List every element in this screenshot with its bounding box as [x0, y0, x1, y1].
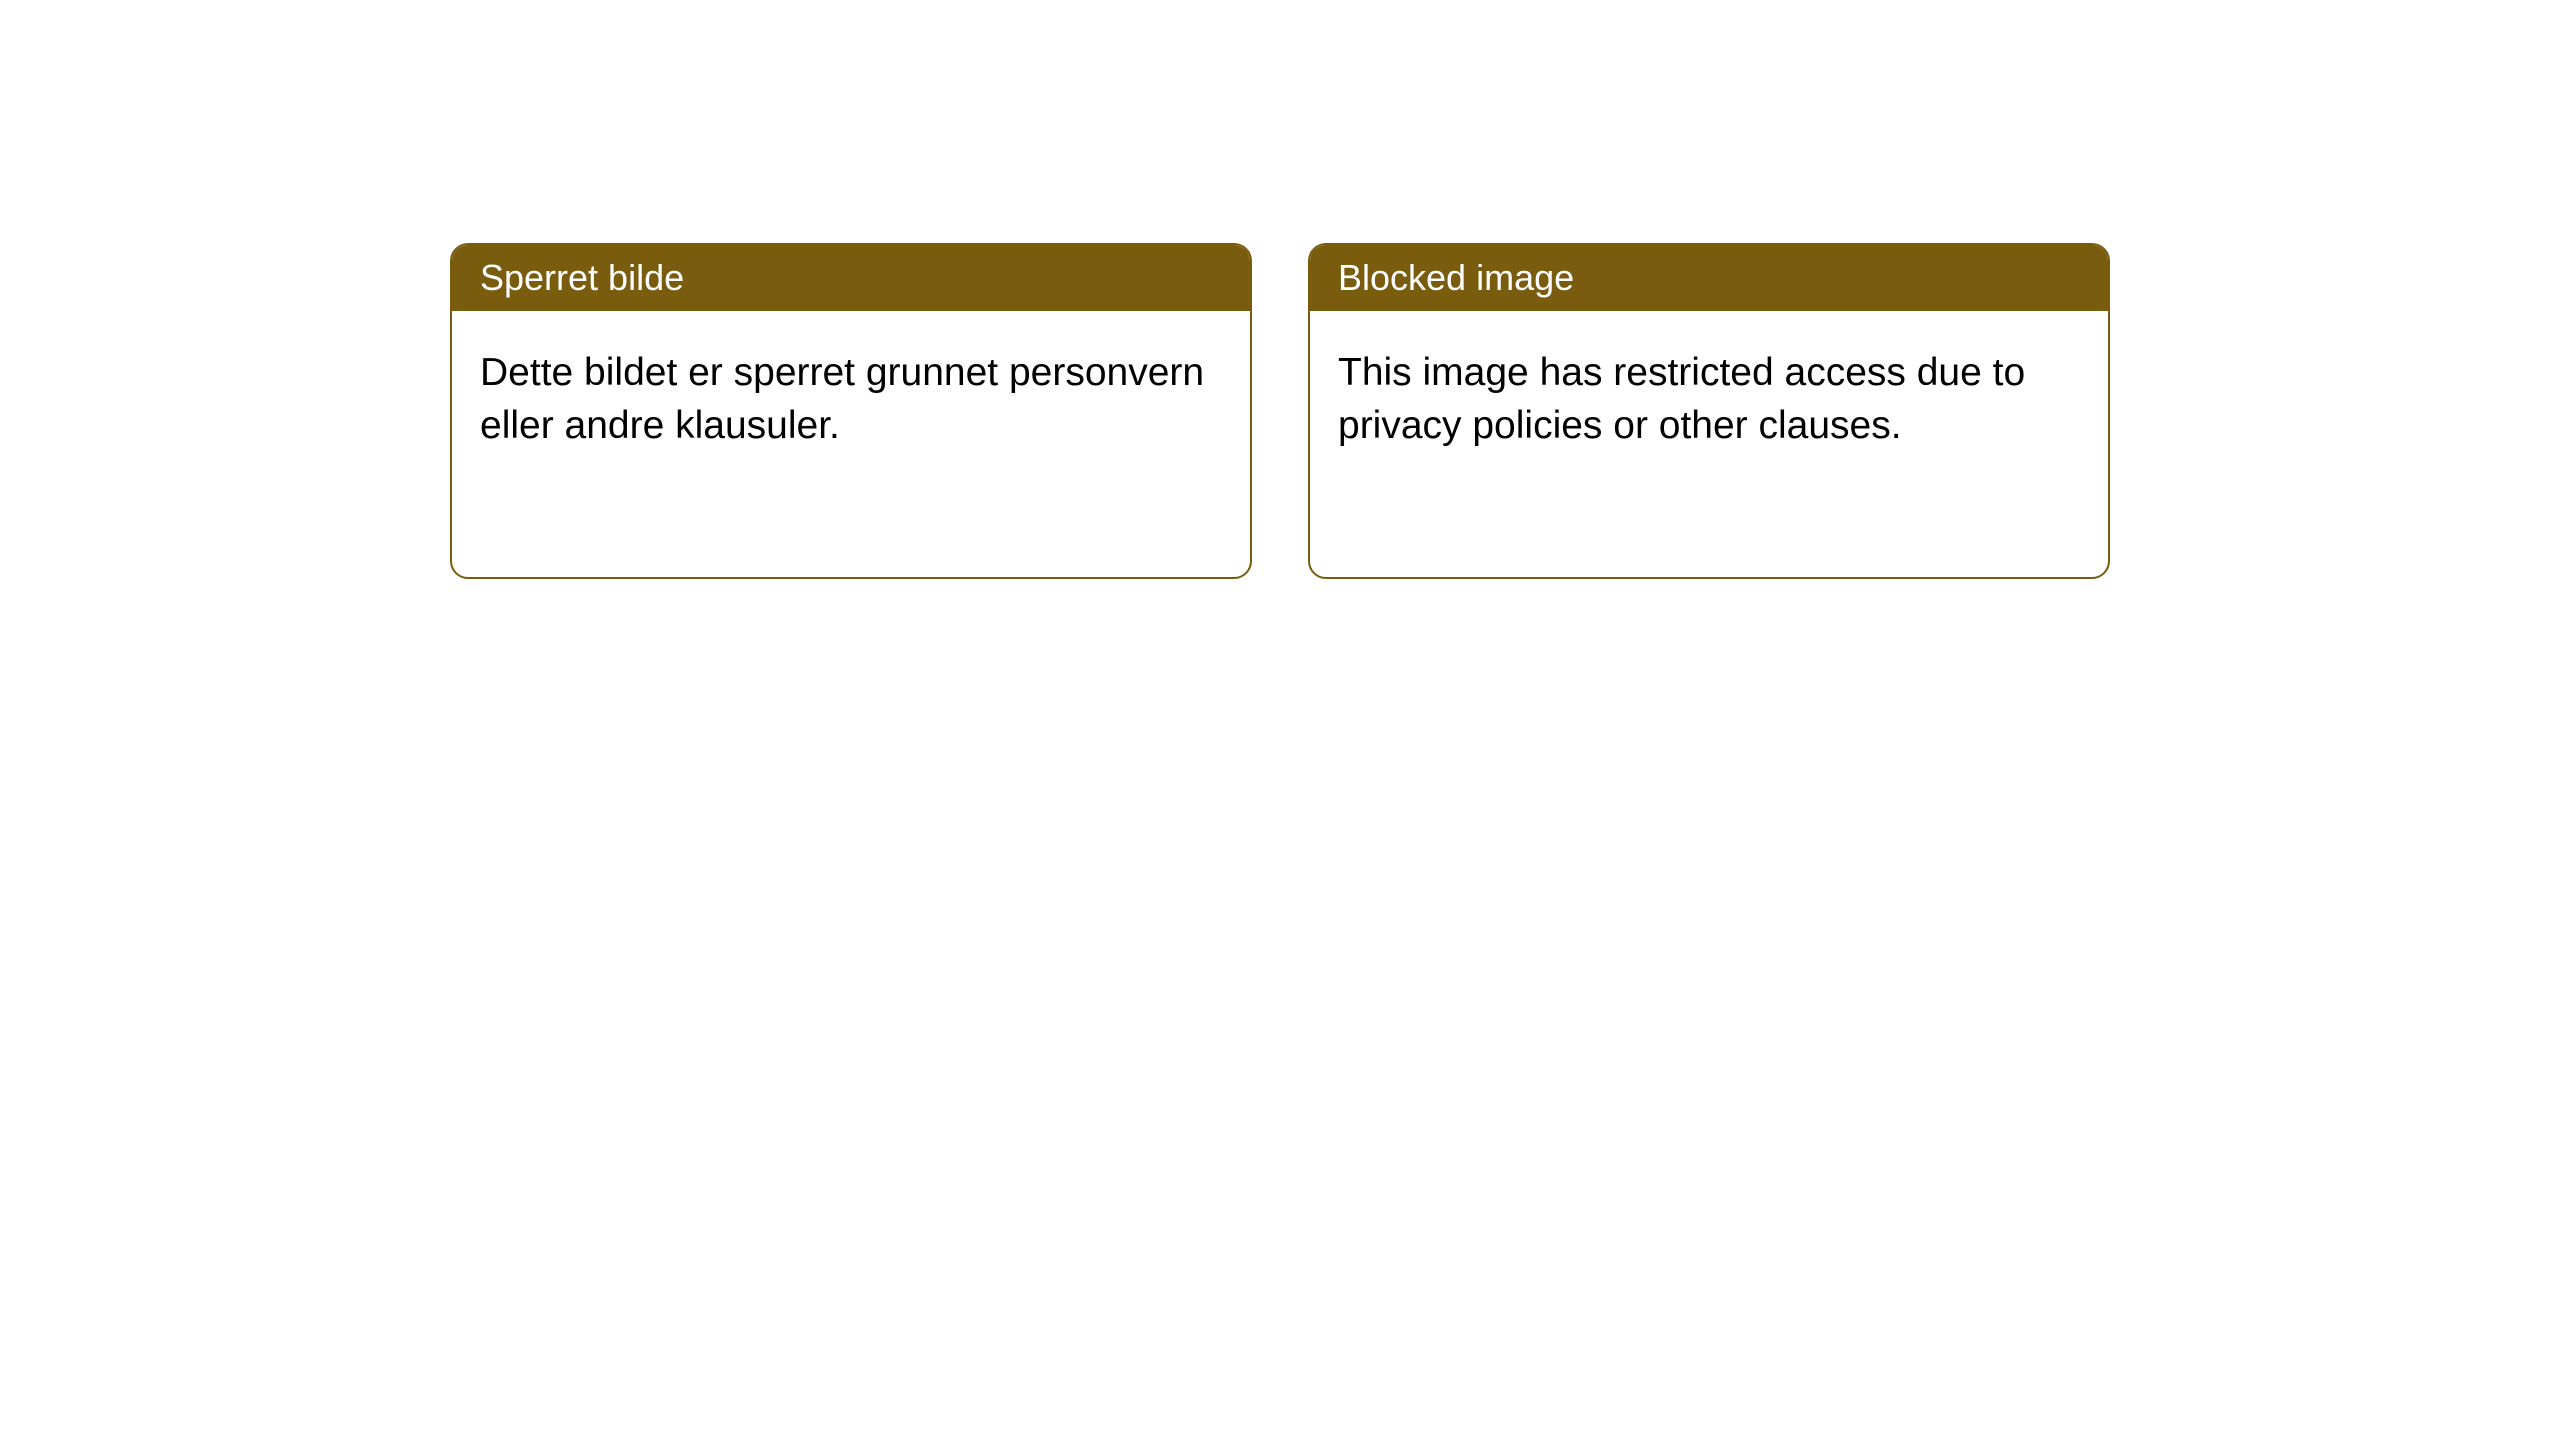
card-body: This image has restricted access due to … — [1310, 311, 2108, 488]
card-body-text: Dette bildet er sperret grunnet personve… — [480, 351, 1204, 447]
card-body: Dette bildet er sperret grunnet personve… — [452, 311, 1250, 488]
card-header: Sperret bilde — [452, 245, 1250, 311]
card-body-text: This image has restricted access due to … — [1338, 351, 2025, 447]
notice-cards-container: Sperret bilde Dette bildet er sperret gr… — [450, 243, 2110, 579]
card-title: Blocked image — [1338, 257, 1574, 298]
notice-card-norwegian: Sperret bilde Dette bildet er sperret gr… — [450, 243, 1252, 579]
card-title: Sperret bilde — [480, 257, 684, 298]
notice-card-english: Blocked image This image has restricted … — [1308, 243, 2110, 579]
card-header: Blocked image — [1310, 245, 2108, 311]
